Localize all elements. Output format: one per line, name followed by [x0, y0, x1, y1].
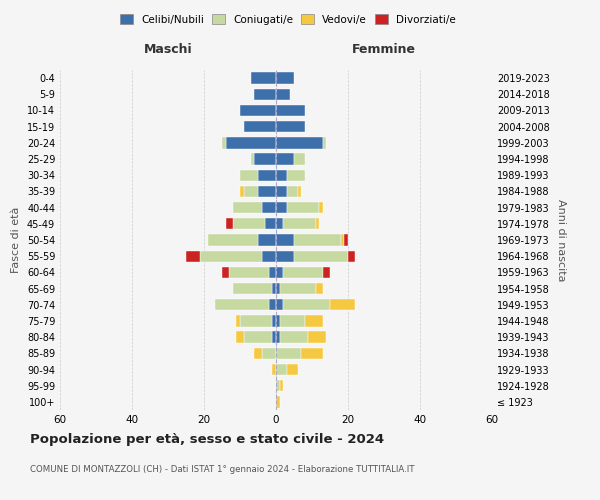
Bar	[226, 137, 276, 148]
Y-axis label: Anni di nascita: Anni di nascita	[556, 198, 566, 281]
Bar	[276, 332, 280, 343]
Bar	[258, 170, 276, 181]
Bar	[236, 332, 244, 343]
Bar	[280, 283, 316, 294]
Bar	[287, 186, 298, 197]
Bar	[319, 202, 323, 213]
Bar	[240, 170, 258, 181]
Bar	[276, 121, 305, 132]
Bar	[226, 218, 233, 230]
Bar	[280, 316, 305, 326]
Bar	[276, 348, 301, 359]
Bar	[251, 154, 254, 164]
Text: Popolazione per età, sesso e stato civile - 2024: Popolazione per età, sesso e stato civil…	[30, 432, 384, 446]
Bar	[280, 380, 283, 392]
Bar	[276, 380, 280, 392]
Bar	[341, 234, 344, 246]
Bar	[305, 316, 323, 326]
Bar	[262, 348, 276, 359]
Bar	[276, 170, 287, 181]
Bar	[276, 186, 287, 197]
Bar	[254, 348, 262, 359]
Bar	[323, 266, 330, 278]
Bar	[287, 364, 298, 375]
Bar	[254, 154, 276, 164]
Bar	[265, 218, 276, 230]
Bar	[208, 234, 258, 246]
Bar	[258, 186, 276, 197]
Bar	[200, 250, 262, 262]
Bar	[301, 348, 323, 359]
Bar	[348, 250, 355, 262]
Bar	[262, 250, 276, 262]
Text: Femmine: Femmine	[352, 44, 416, 57]
Bar	[283, 299, 330, 310]
Text: COMUNE DI MONTAZZOLI (CH) - Dati ISTAT 1° gennaio 2024 - Elaborazione TUTTITALIA: COMUNE DI MONTAZZOLI (CH) - Dati ISTAT 1…	[30, 466, 415, 474]
Y-axis label: Fasce di età: Fasce di età	[11, 207, 21, 273]
Bar	[276, 154, 294, 164]
Bar	[294, 234, 341, 246]
Bar	[298, 186, 301, 197]
Bar	[316, 283, 323, 294]
Bar	[233, 218, 265, 230]
Bar	[254, 88, 276, 100]
Bar	[236, 316, 240, 326]
Bar	[276, 72, 294, 84]
Legend: Celibi/Nubili, Coniugati/e, Vedovi/e, Divorziati/e: Celibi/Nubili, Coniugati/e, Vedovi/e, Di…	[116, 10, 460, 29]
Bar	[294, 154, 305, 164]
Bar	[276, 316, 280, 326]
Bar	[186, 250, 200, 262]
Bar	[283, 266, 323, 278]
Bar	[240, 316, 272, 326]
Bar	[276, 202, 287, 213]
Bar	[276, 396, 280, 407]
Bar	[233, 202, 262, 213]
Bar	[229, 266, 269, 278]
Bar	[330, 299, 355, 310]
Bar	[233, 283, 272, 294]
Bar	[287, 170, 305, 181]
Bar	[244, 332, 272, 343]
Bar	[244, 121, 276, 132]
Bar	[280, 332, 308, 343]
Bar	[323, 137, 326, 148]
Bar	[215, 299, 269, 310]
Bar	[240, 105, 276, 116]
Bar	[222, 137, 226, 148]
Bar	[258, 234, 276, 246]
Bar	[269, 266, 276, 278]
Bar	[287, 202, 319, 213]
Bar	[240, 186, 244, 197]
Bar	[276, 88, 290, 100]
Bar	[222, 266, 229, 278]
Bar	[276, 137, 323, 148]
Bar	[283, 218, 316, 230]
Bar	[276, 250, 294, 262]
Bar	[244, 186, 258, 197]
Bar	[269, 299, 276, 310]
Bar	[276, 234, 294, 246]
Bar	[276, 266, 283, 278]
Bar	[272, 332, 276, 343]
Bar	[276, 299, 283, 310]
Bar	[272, 316, 276, 326]
Bar	[272, 364, 276, 375]
Bar	[276, 105, 305, 116]
Bar	[316, 218, 319, 230]
Bar	[276, 218, 283, 230]
Bar	[308, 332, 326, 343]
Bar	[262, 202, 276, 213]
Bar	[294, 250, 348, 262]
Bar	[276, 283, 280, 294]
Bar	[272, 283, 276, 294]
Text: Maschi: Maschi	[143, 44, 193, 57]
Bar	[276, 364, 287, 375]
Bar	[344, 234, 348, 246]
Bar	[251, 72, 276, 84]
